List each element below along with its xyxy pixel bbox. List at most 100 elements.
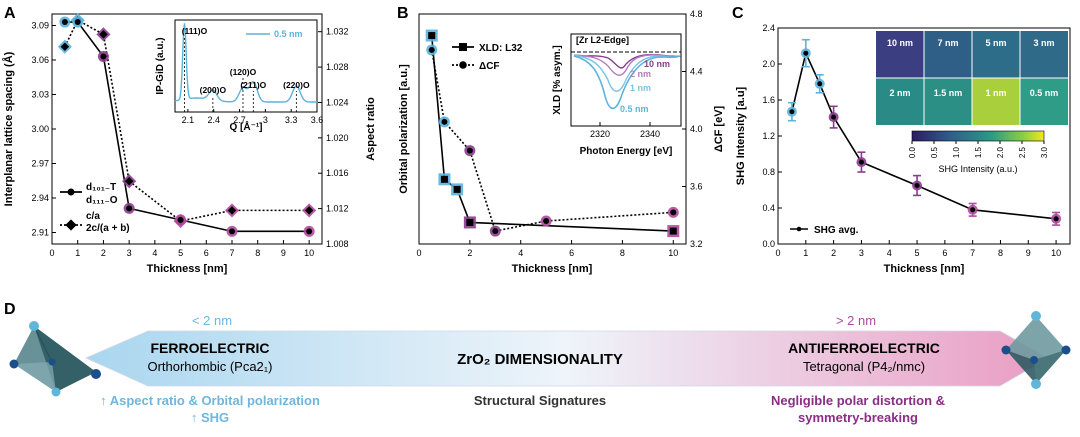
- panel-a-ticks: 0 1 2 3 4 5 6 7 8 9 10 2.91 2.94 2.97 3.00 3.03 3.06 3.09…: [31, 21, 348, 259]
- b-xtick-label: 6: [569, 248, 574, 258]
- a-ytick-label: 3.06: [31, 55, 49, 65]
- legend-b-square: [459, 43, 467, 51]
- inset-b-legend-05nm: 0.5 nm: [620, 104, 649, 114]
- antiferroelectric-title: ANTIFERROELECTRIC: [788, 340, 940, 356]
- c-shg-point: [914, 183, 920, 188]
- cbar-tick-label: 1.0: [952, 146, 961, 158]
- inset-b-ylabel: XLD [% asym.]: [552, 45, 563, 114]
- c-shg-point: [789, 109, 795, 115]
- cbar-tick-label: 2.5: [1018, 146, 1027, 158]
- panel-c-xlabel: Thickness [nm]: [884, 263, 965, 275]
- a-xtick-label: 5: [178, 248, 183, 258]
- map-label-2nm: 2 nm: [889, 88, 910, 98]
- inset-b-legend-1nm: 1 nm: [630, 83, 651, 93]
- map-label-5nm: 5 nm: [985, 38, 1006, 48]
- inset-a-peaks: (111)O (200)O(120)O (211)O (220)O: [182, 26, 310, 112]
- inset-a-xlabel: Q [Å⁻¹]: [229, 120, 262, 133]
- right-size-label: > 2 nm: [836, 313, 876, 328]
- b-xld-point: [440, 175, 448, 183]
- ai-peak-label: (120)O: [230, 67, 257, 77]
- map-05nm: [1020, 78, 1068, 125]
- b-xld-point: [669, 227, 677, 235]
- panel-a-series: [57, 13, 317, 237]
- panel-d: D < 2 nm > 2 nm FERROELECTRIC Orthorhomb…: [4, 301, 1071, 425]
- tetragonal-octahedron-icon: [1001, 311, 1071, 389]
- legend-d111: d₁₁₁₋O: [86, 195, 118, 206]
- inset-b-title: [Zr L2-Edge]: [576, 35, 629, 45]
- c-xtick-label: 1: [803, 248, 808, 258]
- inset-b-curve-05nm: [573, 55, 681, 110]
- map-label-1nm: 1 nm: [985, 88, 1006, 98]
- c-shg-point: [803, 50, 809, 56]
- legend-b-circle: [459, 61, 467, 69]
- ai-peak-label: (211)O: [240, 80, 266, 90]
- panel-b: B 0 2 4 6 8 103.23.64.04.44.8 Thickness [nm] …: [397, 5, 725, 275]
- ai-xtick-label: 2.4: [207, 115, 220, 125]
- inset-b-ticklabel-2340: 2340: [640, 129, 660, 139]
- a-xtick-label: 2: [101, 248, 106, 258]
- b-dcf-point: [543, 218, 550, 224]
- right-signature-1: Negligible polar distortion &: [771, 393, 945, 408]
- a-aspect-point: [304, 206, 314, 215]
- b-dcf-point: [428, 46, 435, 53]
- cbar-tick-label: 1.5: [974, 146, 983, 158]
- panel-a: A 0 1 2 3 4 5 6 7 8 9 10 2.91 2.94 2.97 3.00 3.03 3.06 3.…: [2, 5, 377, 275]
- a-xtick-label: 7: [229, 248, 234, 258]
- a-aspect-point: [227, 206, 237, 215]
- a-spacing-point: [306, 228, 313, 235]
- a-spacing-point: [177, 216, 184, 223]
- a-spacing-point: [61, 19, 68, 26]
- map-2nm: [876, 78, 924, 125]
- inset-a-ticks: 2.1 2.4 2.7 3 3.3 3.6: [182, 109, 323, 125]
- c-ytick-label: 2.4: [762, 23, 775, 33]
- c-xtick-label: 6: [942, 248, 947, 258]
- panel-a-ylabel: Interplanar lattice spacing (Å): [2, 51, 15, 206]
- panel-a-xlabel: Thickness [nm]: [147, 263, 228, 275]
- c-shg-point: [1053, 216, 1059, 222]
- b-xtick-label: 2: [467, 248, 472, 258]
- shg-maps-inset: 10 nm 7 nm 5 nm 3 nm 2 nm 1.5 nm 1 nm 0.…: [876, 31, 1068, 174]
- c-ytick-label: 0.8: [762, 167, 775, 177]
- map-3nm: [1020, 31, 1068, 78]
- a-xtick-label: 10: [304, 248, 314, 258]
- left-size-label: < 2 nm: [192, 313, 232, 328]
- a-aspect-point: [60, 42, 70, 51]
- c-ytick-label: 1.2: [762, 131, 775, 141]
- a-ytick-label: 2.97: [31, 159, 49, 169]
- inset-b-curve-2nm: [573, 54, 681, 76]
- cbar-tick-label: 2.0: [996, 146, 1005, 158]
- b-dcf-point: [492, 228, 499, 235]
- c-shg-point: [831, 114, 837, 120]
- legend-b-xld: XLD: L32: [479, 43, 523, 54]
- c-ytick-label: 1.6: [762, 95, 775, 105]
- c-shg-point: [817, 81, 823, 87]
- structural-signatures: Structural Signatures: [474, 393, 606, 408]
- ai-xtick-label: 3.3: [285, 115, 298, 125]
- inset-a-legend: 0.5 nm: [274, 29, 303, 39]
- b-xld-point: [428, 32, 436, 40]
- a-ytick-label: 3.03: [31, 90, 49, 100]
- panel-b-ticks: 0 2 4 6 8 10 3.2 3.6 4.0 4.4 4.8: [416, 9, 702, 258]
- ai-peak-label: (220)O: [283, 80, 310, 90]
- inset-a-curve: [174, 23, 317, 103]
- b-y2tick-label: 3.2: [690, 239, 703, 249]
- antiferroelectric-sub: Tetragonal (P4₂/nmc): [803, 359, 925, 374]
- b-y2tick-label: 4.4: [690, 67, 703, 77]
- panel-c-label: C: [732, 5, 744, 22]
- b-xtick-label: 0: [416, 248, 421, 258]
- a-y2tick-label: 1.024: [326, 97, 349, 107]
- map-1nm: [972, 78, 1020, 125]
- b-xtick-label: 10: [668, 248, 678, 258]
- c-xtick-label: 8: [998, 248, 1003, 258]
- legend-ca: c/a: [86, 211, 100, 222]
- colorbar-label: SHG Intensity (a.u.): [938, 164, 1017, 174]
- a-y2tick-label: 1.012: [326, 204, 349, 214]
- a-ytick-label: 2.91: [31, 228, 49, 238]
- inset-b-legend-2nm: 2 nm: [630, 69, 651, 79]
- legend-2c-ab: 2c/(a + b): [86, 223, 130, 234]
- ai-xtick-label: 3: [263, 115, 268, 125]
- map-7nm: [924, 31, 972, 78]
- legend-c-shg: SHG avg.: [814, 225, 859, 236]
- panel-a-y2label: Aspect ratio: [365, 97, 377, 161]
- legend-diamond-marker: [65, 219, 77, 231]
